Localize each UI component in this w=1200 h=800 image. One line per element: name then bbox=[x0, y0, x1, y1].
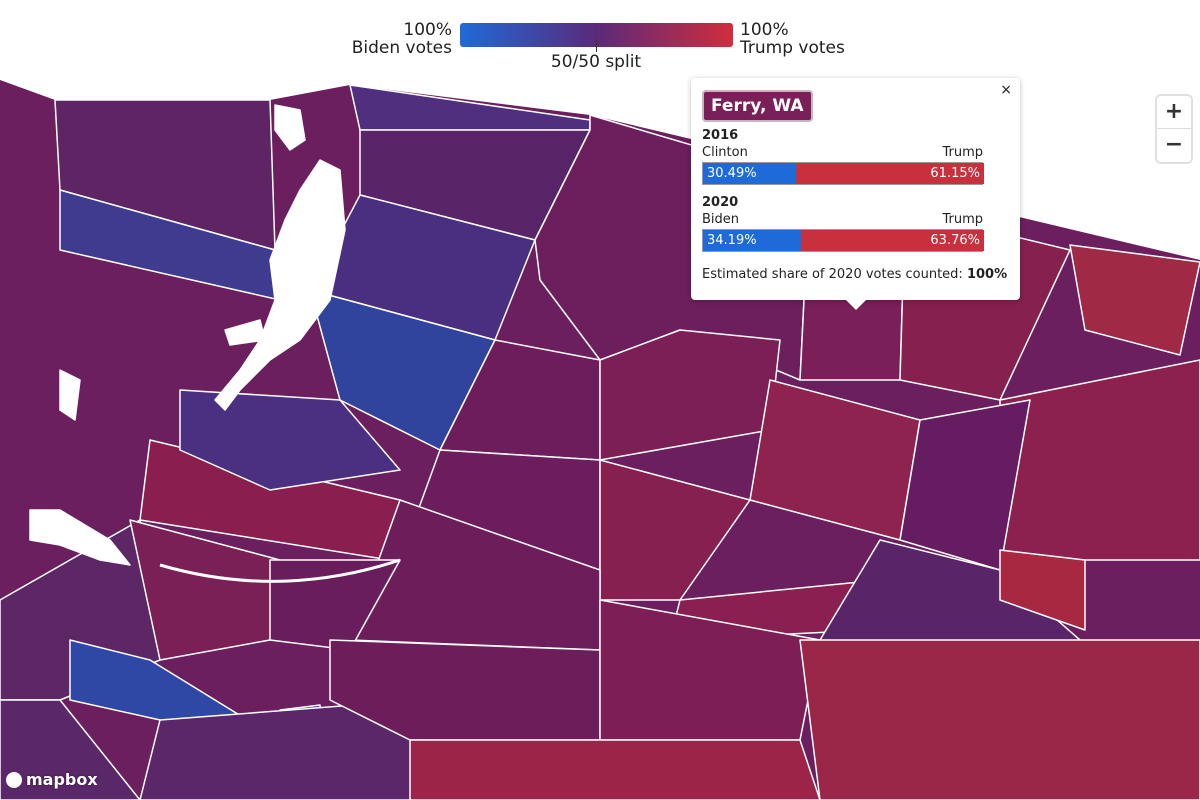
dem-label: 34.19% bbox=[707, 233, 757, 248]
legend-tick bbox=[596, 40, 597, 52]
rep-name: Trump bbox=[942, 145, 983, 160]
legend-right-pct: 100% bbox=[740, 20, 789, 40]
legend: 100% Biden votes 50/50 split 100% Trump … bbox=[0, 0, 1200, 80]
rep-share: 63.76% bbox=[801, 230, 984, 251]
legend-left-label: Biden votes bbox=[351, 38, 452, 58]
rep-share: 61.15% bbox=[796, 163, 984, 184]
close-button[interactable]: × bbox=[1000, 82, 1012, 98]
election: 2016 Clinton Trump 30.49% 61.15% bbox=[702, 128, 984, 185]
note-text: Estimated share of 2020 votes counted: bbox=[702, 267, 963, 282]
legend-right-label: Trump votes bbox=[740, 38, 845, 58]
election: 2020 Biden Trump 34.19% 63.76% bbox=[702, 195, 984, 252]
rep-label: 63.76% bbox=[930, 233, 980, 248]
legend-mid: 50/50 split bbox=[550, 52, 642, 72]
dem-share: 34.19% bbox=[703, 230, 802, 251]
note-value: 100% bbox=[966, 267, 1008, 282]
zoom-controls: + − bbox=[1157, 96, 1191, 162]
election-year: 2016 bbox=[702, 128, 739, 143]
zoom-out[interactable]: − bbox=[1157, 128, 1191, 161]
popup-arrow bbox=[846, 300, 866, 310]
rep-label: 61.15% bbox=[930, 166, 980, 181]
water-body bbox=[214, 159, 346, 411]
candidate-names: Biden Trump bbox=[702, 212, 983, 227]
popup-title: Ferry, WA bbox=[702, 90, 813, 122]
vote-bar: 34.19% 63.76% bbox=[702, 229, 984, 252]
zoom-in[interactable]: + bbox=[1164, 99, 1184, 124]
dem-name: Clinton bbox=[702, 145, 748, 160]
election-year: 2020 bbox=[702, 195, 739, 210]
water-body bbox=[29, 509, 131, 566]
dem-name: Biden bbox=[702, 212, 740, 227]
county[interactable] bbox=[179, 389, 401, 491]
logo-text: mapbox bbox=[26, 770, 98, 789]
legend-right: 100% Trump votes bbox=[740, 21, 845, 57]
popup-note: Estimated share of 2020 votes counted: 1… bbox=[702, 267, 1007, 282]
county[interactable] bbox=[1069, 244, 1200, 356]
county[interactable] bbox=[799, 639, 1200, 800]
popup: × Ferry, WA 2016 Clinton Trump 30.49% 61.15%… bbox=[691, 78, 1020, 310]
county[interactable] bbox=[139, 699, 421, 800]
dem-label: 30.49% bbox=[707, 166, 757, 181]
county[interactable] bbox=[0, 699, 141, 800]
rep-name: Trump bbox=[942, 212, 983, 227]
candidate-names: Clinton Trump bbox=[702, 145, 983, 160]
county[interactable] bbox=[999, 549, 1086, 631]
background bbox=[0, 0, 1200, 260]
county[interactable] bbox=[409, 739, 821, 800]
water-body bbox=[224, 319, 266, 346]
water bbox=[29, 104, 346, 566]
counties bbox=[0, 84, 1200, 800]
legend-left-pct: 100% bbox=[403, 20, 452, 40]
legend-left: 100% Biden votes bbox=[352, 21, 452, 57]
vote-bar: 30.49% 61.15% bbox=[702, 162, 984, 185]
water-body bbox=[59, 369, 81, 421]
river bbox=[159, 558, 401, 583]
logo-icon bbox=[6, 771, 22, 788]
dem-share: 30.49% bbox=[703, 163, 797, 184]
attribution[interactable]: mapbox bbox=[6, 770, 98, 789]
water-body bbox=[274, 104, 306, 151]
